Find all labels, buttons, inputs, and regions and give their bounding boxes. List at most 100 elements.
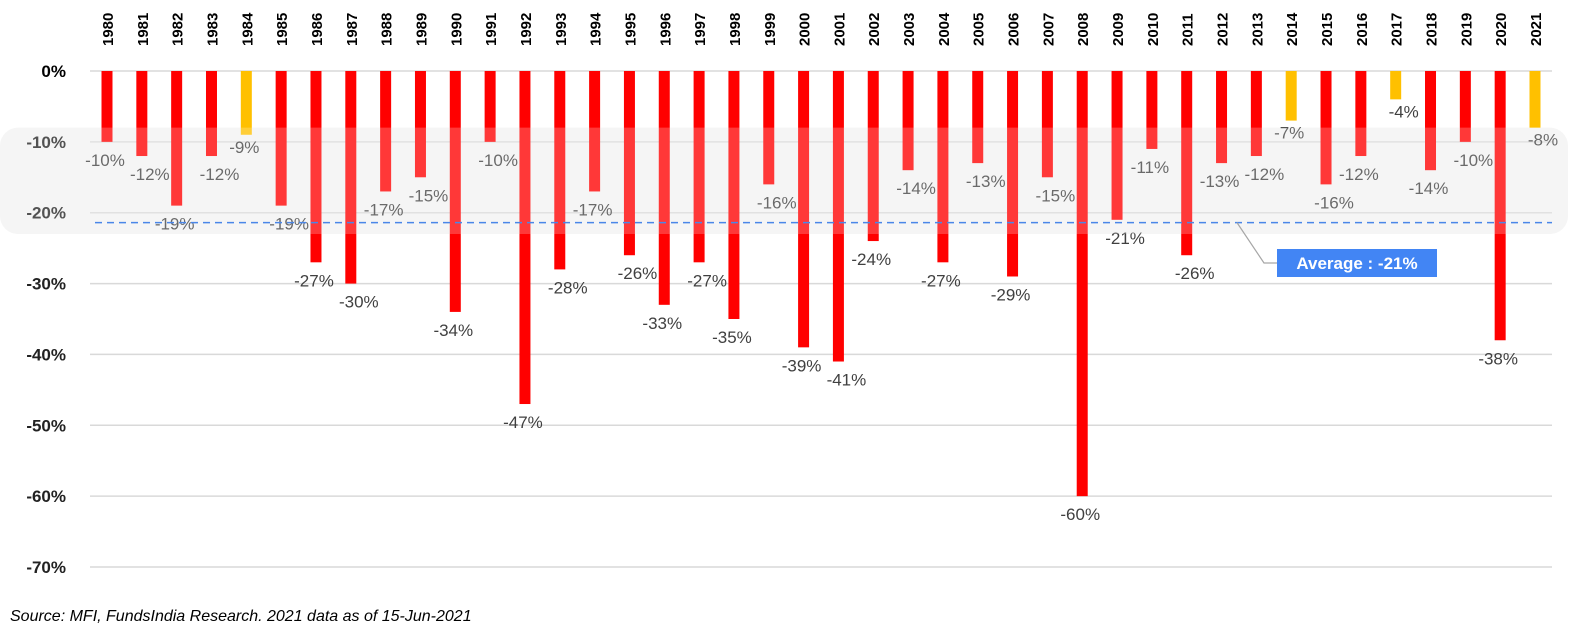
x-tick-label: 2012 <box>1215 13 1232 46</box>
data-label: -15% <box>409 186 449 205</box>
data-label: -27% <box>921 271 961 290</box>
x-tick-label: 1994 <box>588 12 605 46</box>
data-label: -17% <box>364 200 404 219</box>
data-label: -12% <box>1245 165 1285 184</box>
bar <box>1250 71 1262 157</box>
data-label: -17% <box>573 200 613 219</box>
bar <box>449 71 461 312</box>
bar <box>1181 71 1193 256</box>
data-label: -12% <box>130 165 170 184</box>
bar <box>937 71 949 263</box>
x-tick-label: 1981 <box>135 13 152 46</box>
data-label: -33% <box>642 314 682 333</box>
data-label: -26% <box>1175 264 1215 283</box>
x-tick-label: 2011 <box>1180 13 1197 46</box>
data-label: -13% <box>1200 172 1240 191</box>
x-tick-label: 1996 <box>657 13 674 46</box>
data-label: -9% <box>229 138 259 157</box>
bar <box>554 71 566 270</box>
data-label: -24% <box>851 250 891 269</box>
bar <box>519 71 531 405</box>
data-label: -12% <box>200 165 240 184</box>
data-label: -29% <box>991 285 1031 304</box>
bar <box>240 71 252 135</box>
data-label: -15% <box>1036 186 1076 205</box>
x-tick-label: 2013 <box>1249 13 1266 46</box>
data-label: -26% <box>618 264 658 283</box>
data-label: -39% <box>782 356 822 375</box>
bar <box>1494 71 1506 341</box>
bar <box>623 71 635 256</box>
data-label: -10% <box>1453 151 1493 170</box>
bar <box>1425 71 1437 171</box>
x-tick-label: 2008 <box>1075 13 1092 46</box>
average-leader-line <box>1236 222 1277 264</box>
data-label: -34% <box>433 321 473 340</box>
x-tick-label: 2016 <box>1354 13 1371 46</box>
bar <box>345 71 357 284</box>
data-label: -10% <box>478 151 518 170</box>
x-tick-label: 1985 <box>274 13 291 46</box>
bar <box>310 71 322 263</box>
bar <box>1390 71 1402 100</box>
bar <box>1529 71 1541 128</box>
highlight-band <box>0 127 1568 234</box>
bar <box>972 71 984 164</box>
x-tick-label: 2004 <box>936 12 953 46</box>
bar <box>380 71 392 192</box>
data-label: -13% <box>966 172 1006 191</box>
x-tick-label: 2014 <box>1284 12 1301 46</box>
bar <box>867 71 879 242</box>
average-box <box>1277 249 1437 277</box>
x-tick-label: 1983 <box>204 13 221 46</box>
data-label: -12% <box>1339 165 1379 184</box>
x-tick-label: 1995 <box>622 13 639 46</box>
data-label: -19% <box>269 215 309 234</box>
bar <box>902 71 914 171</box>
x-tick-label: 1986 <box>309 13 326 46</box>
bar <box>1285 71 1297 121</box>
x-tick-label: 1991 <box>483 13 500 46</box>
y-tick-label: -40% <box>26 345 66 364</box>
bar <box>275 71 287 206</box>
data-label: -21% <box>1105 229 1145 248</box>
bar <box>1041 71 1053 178</box>
data-label: -28% <box>548 278 588 297</box>
bar <box>1146 71 1158 149</box>
x-tick-label: 2000 <box>797 13 814 46</box>
x-tick-label: 2005 <box>971 13 988 46</box>
data-label: -16% <box>757 193 797 212</box>
bar <box>728 71 740 319</box>
bar <box>658 71 670 305</box>
x-tick-label: 1984 <box>239 12 256 46</box>
data-label: -41% <box>827 371 867 390</box>
data-label: -47% <box>503 413 543 432</box>
x-tick-label: 1980 <box>100 13 117 46</box>
y-tick-label: -10% <box>26 133 66 152</box>
bar <box>136 71 148 157</box>
bar <box>414 71 426 178</box>
data-label: -27% <box>294 271 334 290</box>
bar <box>1076 71 1088 497</box>
x-tick-label: 2020 <box>1493 13 1510 46</box>
y-tick-label: -70% <box>26 558 66 577</box>
y-tick-label: -20% <box>26 204 66 223</box>
x-tick-label: 1987 <box>344 13 361 46</box>
y-tick-label: -60% <box>26 487 66 506</box>
data-label: -38% <box>1478 349 1518 368</box>
bar <box>101 71 113 142</box>
x-tick-label: 1999 <box>762 13 779 46</box>
bar <box>171 71 183 206</box>
data-label: -7% <box>1274 124 1304 143</box>
data-label: -8% <box>1528 131 1558 150</box>
x-tick-label: 2018 <box>1424 13 1441 46</box>
x-tick-label: 2017 <box>1389 13 1406 46</box>
data-label: -11% <box>1131 158 1169 177</box>
x-tick-label: 1992 <box>518 13 535 46</box>
x-tick-label: 2019 <box>1458 13 1475 46</box>
band-overlay <box>0 127 1568 234</box>
y-tick-label: 0% <box>41 62 66 81</box>
x-tick-label: 1989 <box>413 13 430 46</box>
data-label: -14% <box>896 179 936 198</box>
